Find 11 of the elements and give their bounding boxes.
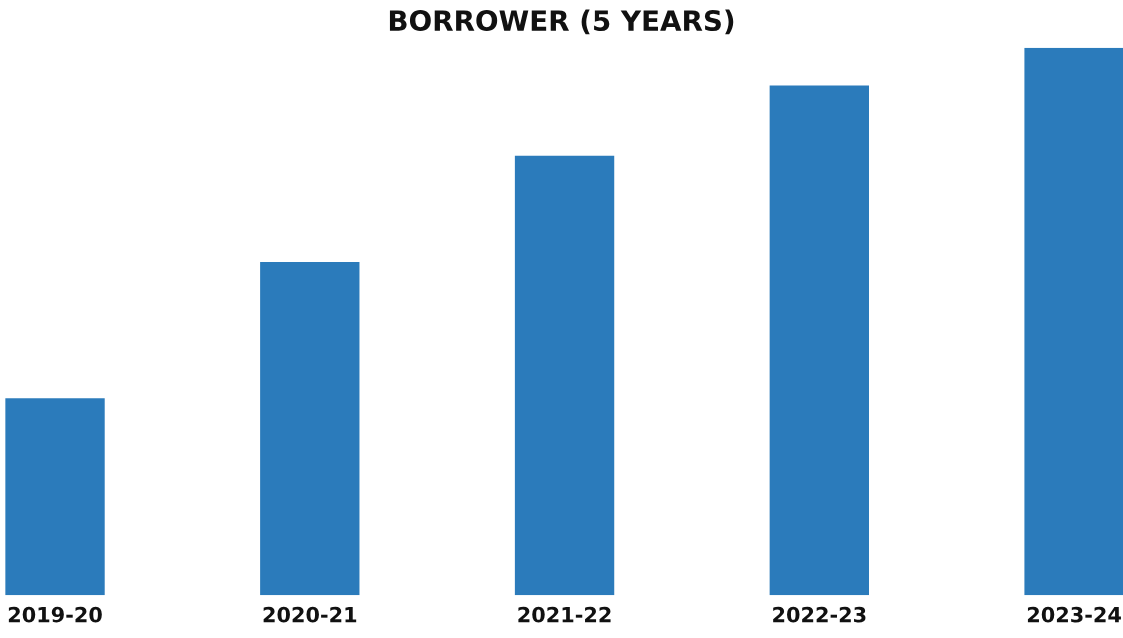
bar: [5, 398, 105, 596]
bar: [769, 85, 869, 596]
x-tick-label: 2021-22: [518, 606, 611, 623]
bar: [514, 155, 615, 596]
bar: [260, 261, 360, 596]
bar: [1024, 47, 1123, 596]
x-tick-label: 2023-24: [1027, 606, 1121, 623]
x-tick-label: 2019-20: [8, 606, 102, 623]
x-tick-label: 2022-23: [773, 606, 866, 623]
x-tick-label: 2020-21: [263, 606, 357, 623]
chart-title: BORROWER (5 YEARS): [389, 9, 734, 35]
